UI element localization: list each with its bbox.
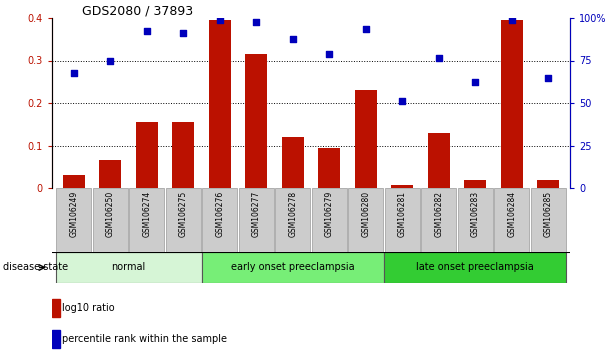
Text: GSM106274: GSM106274	[142, 190, 151, 237]
Bar	[319, 148, 340, 188]
Bar	[501, 20, 523, 188]
Point	[361, 26, 371, 32]
FancyBboxPatch shape	[458, 188, 492, 252]
FancyBboxPatch shape	[494, 188, 529, 252]
Point	[288, 36, 298, 42]
Text: early onset preeclampsia: early onset preeclampsia	[231, 263, 354, 273]
FancyBboxPatch shape	[421, 188, 456, 252]
Bar	[392, 184, 413, 188]
FancyBboxPatch shape	[56, 252, 202, 283]
FancyBboxPatch shape	[202, 252, 384, 283]
Point	[252, 19, 261, 25]
Text: GSM106276: GSM106276	[215, 190, 224, 237]
Text: GSM106284: GSM106284	[507, 190, 516, 237]
Bar	[100, 160, 122, 188]
FancyBboxPatch shape	[239, 188, 274, 252]
Bar	[173, 122, 195, 188]
FancyBboxPatch shape	[93, 188, 128, 252]
Text: log10 ratio: log10 ratio	[63, 303, 115, 313]
Bar	[209, 20, 231, 188]
Bar	[246, 54, 268, 188]
Bar	[52, 330, 60, 348]
Point	[398, 98, 407, 104]
Text: disease state: disease state	[3, 263, 68, 273]
Bar	[282, 137, 304, 188]
Text: GSM106249: GSM106249	[69, 190, 78, 237]
Text: late onset preeclampsia: late onset preeclampsia	[416, 263, 534, 273]
FancyBboxPatch shape	[202, 188, 237, 252]
FancyBboxPatch shape	[385, 188, 420, 252]
Point	[471, 79, 480, 85]
Bar	[63, 175, 85, 188]
FancyBboxPatch shape	[384, 252, 567, 283]
FancyBboxPatch shape	[275, 188, 310, 252]
Point	[507, 17, 517, 23]
FancyBboxPatch shape	[57, 188, 91, 252]
Bar	[465, 179, 486, 188]
Bar	[136, 122, 158, 188]
FancyBboxPatch shape	[312, 188, 347, 252]
FancyBboxPatch shape	[130, 188, 164, 252]
Point	[434, 56, 444, 61]
Text: GSM106282: GSM106282	[434, 190, 443, 236]
Point	[325, 51, 334, 57]
Point	[142, 28, 152, 34]
Bar	[428, 133, 450, 188]
Bar	[537, 179, 559, 188]
Text: GSM106285: GSM106285	[544, 190, 553, 237]
Point	[215, 17, 225, 23]
Text: GSM106279: GSM106279	[325, 190, 334, 237]
Point	[544, 75, 553, 80]
Bar	[52, 299, 60, 318]
FancyBboxPatch shape	[531, 188, 565, 252]
Text: normal: normal	[111, 263, 146, 273]
Text: GSM106277: GSM106277	[252, 190, 261, 237]
Text: GSM106250: GSM106250	[106, 190, 115, 237]
Bar	[355, 90, 377, 188]
Point	[69, 70, 79, 76]
Text: percentile rank within the sample: percentile rank within the sample	[63, 334, 227, 344]
Text: GSM106275: GSM106275	[179, 190, 188, 237]
Point	[106, 58, 116, 63]
FancyBboxPatch shape	[348, 188, 383, 252]
Text: GSM106283: GSM106283	[471, 190, 480, 237]
Point	[179, 30, 188, 36]
Text: GDS2080 / 37893: GDS2080 / 37893	[82, 5, 193, 18]
Text: GSM106278: GSM106278	[288, 190, 297, 237]
Text: GSM106281: GSM106281	[398, 190, 407, 236]
FancyBboxPatch shape	[166, 188, 201, 252]
Text: GSM106280: GSM106280	[361, 190, 370, 237]
